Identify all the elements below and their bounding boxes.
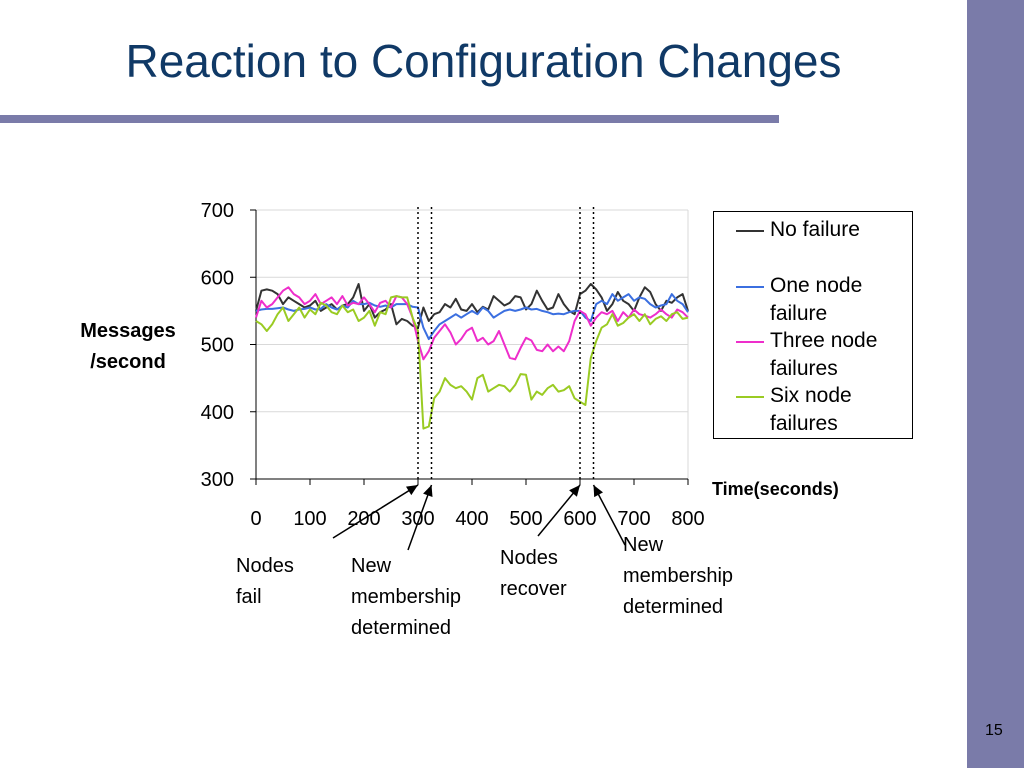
slide-accent-bar — [967, 0, 1024, 768]
annotation-new-membership-2: New membership determined — [623, 530, 783, 623]
x-tick-label: 800 — [671, 508, 704, 530]
page-number: 15 — [985, 722, 1003, 739]
legend-label: Six node failures — [770, 384, 852, 435]
series-line-3 — [255, 295, 689, 430]
y-tick-label: 700 — [201, 200, 234, 222]
annotation-line: membership — [623, 565, 734, 587]
x-tick-label: 0 — [250, 508, 261, 530]
x-tick-label: 300 — [401, 508, 434, 530]
annotation-nodes-recover: Nodes recover — [500, 543, 660, 605]
y-tick-label: 300 — [201, 469, 234, 491]
x-tick-label: 100 — [293, 508, 326, 530]
y-axis-label-line1: Messages — [80, 320, 176, 342]
annotation-nodes-fail: Nodes fail — [236, 551, 396, 613]
y-tick-label: 400 — [201, 402, 234, 424]
x-tick-label: 400 — [455, 508, 488, 530]
annotation-line: determined — [623, 596, 724, 618]
title-underline — [0, 115, 779, 123]
series-line-1 — [255, 293, 689, 341]
legend-label: One node failure — [770, 274, 863, 325]
x-axis-label: Time(seconds) — [712, 479, 839, 499]
x-tick-label: 600 — [563, 508, 596, 530]
annotation-line: recover — [500, 578, 567, 600]
annotation-arrowhead — [423, 485, 433, 497]
series-line-2 — [255, 286, 689, 361]
chart-legend: No failure One node failure Three node f… — [713, 211, 913, 439]
annotation-line: membership — [351, 586, 462, 608]
legend-label: No failure — [770, 218, 860, 241]
legend-swatch — [736, 230, 764, 232]
legend-label: Three node failures — [770, 329, 878, 380]
series-line-0 — [255, 283, 689, 329]
slide-title: Reaction to Configuration Changes — [125, 35, 842, 87]
annotation-line: Nodes — [236, 555, 294, 577]
legend-swatch — [736, 341, 764, 343]
y-axis-label: Messages /second — [58, 316, 198, 378]
legend-swatch — [736, 286, 764, 288]
annotation-line: determined — [351, 617, 452, 639]
annotation-arrow-line — [332, 484, 419, 539]
x-tick-label: 500 — [509, 508, 542, 530]
annotation-line: Nodes — [500, 547, 558, 569]
annotation-line: New — [351, 555, 392, 577]
annotation-line: fail — [236, 586, 262, 608]
annotation-arrowhead — [569, 485, 580, 497]
y-tick-label: 500 — [201, 335, 234, 357]
line-chart: 3004005006007000100200300400500600700800 — [201, 200, 705, 551]
y-tick-label: 600 — [201, 267, 234, 289]
annotation-arrow-line — [592, 484, 626, 546]
annotation-arrowhead — [593, 485, 603, 498]
annotation-arrow-line — [407, 484, 433, 551]
x-tick-label: 700 — [617, 508, 650, 530]
annotation-new-membership-1: New membership determined — [351, 551, 511, 644]
annotation-arrowhead — [406, 485, 418, 496]
annotation-line: New — [623, 534, 664, 556]
y-axis-label-line2: /second — [90, 351, 166, 373]
legend-swatch — [736, 396, 764, 398]
